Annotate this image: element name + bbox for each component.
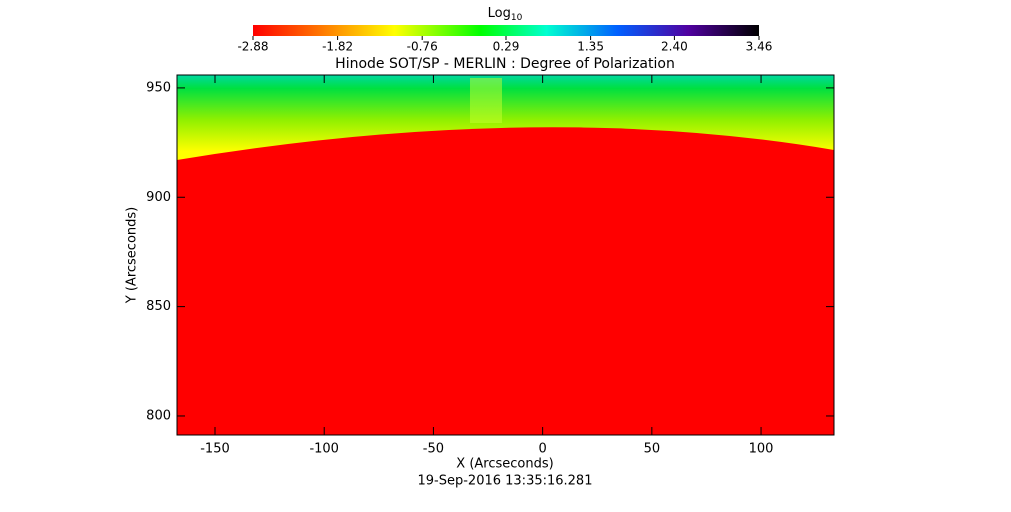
x-axis-label: X (Arcseconds) bbox=[456, 457, 553, 472]
x-tick-label: -150 bbox=[200, 442, 230, 457]
y-tick-label: 850 bbox=[146, 299, 171, 314]
x-tick-label: -50 bbox=[423, 442, 444, 457]
colorbar-tick-label: -1.82 bbox=[322, 40, 353, 54]
y-tick-label: 900 bbox=[146, 190, 171, 205]
axes: -150 -100 -50 0 50 100 800 850 900 950 -2.88 -1.82 -… bbox=[146, 36, 834, 457]
image bbox=[177, 75, 834, 435]
solar-disk bbox=[177, 127, 834, 435]
chart-title: Hinode SOT/SP - MERLIN : Degree of Polar… bbox=[335, 56, 675, 72]
colorbar-tick-label: 1.35 bbox=[577, 40, 604, 54]
y-tick-label: 950 bbox=[146, 80, 171, 95]
colorbar-tick-label: -2.88 bbox=[237, 40, 268, 54]
colorbar-tick-label: 2.40 bbox=[661, 40, 688, 54]
colorbar-label: Log10 bbox=[488, 6, 523, 23]
colorbar bbox=[253, 25, 759, 36]
plot-frame bbox=[176, 74, 835, 436]
x-tick-label: 0 bbox=[538, 442, 546, 457]
colorbar-label-base: Log bbox=[488, 6, 511, 21]
x-tick-label: 100 bbox=[749, 442, 774, 457]
colorbar-tick-label: 0.29 bbox=[493, 40, 520, 54]
y-tick-label: 800 bbox=[146, 408, 171, 423]
x-tick-label: -100 bbox=[309, 442, 339, 457]
colorbar-tick-label: -0.76 bbox=[407, 40, 438, 54]
x-tick-label: 50 bbox=[644, 442, 661, 457]
date: 19-Sep-2016 13:35:16.281 bbox=[418, 474, 593, 489]
slit-artifact bbox=[470, 78, 502, 123]
colorbar-label-sub: 10 bbox=[511, 13, 523, 23]
y-axis-label: Y (Arcseconds) bbox=[125, 207, 140, 304]
colorbar-tick-label: 3.46 bbox=[746, 40, 773, 54]
